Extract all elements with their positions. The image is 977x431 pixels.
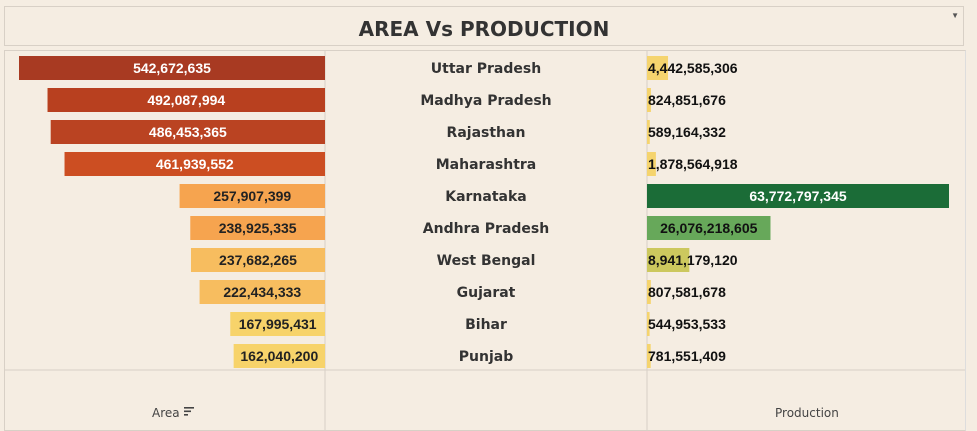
state-label: West Bengal — [437, 253, 536, 269]
area-bar[interactable] — [64, 152, 325, 176]
state-label: Rajasthan — [447, 125, 526, 141]
production-value-label: 8,941,179,120 — [648, 252, 738, 268]
production-value-label: 589,164,332 — [648, 124, 726, 140]
state-label: Madhya Pradesh — [420, 93, 551, 109]
production-bar[interactable] — [647, 120, 650, 144]
area-value-label: 222,434,333 — [223, 284, 301, 300]
area-value-label: 162,040,200 — [240, 348, 318, 364]
production-value-label: 4,442,585,306 — [648, 60, 738, 76]
area-bar[interactable] — [190, 248, 325, 272]
state-label: Andhra Pradesh — [423, 221, 549, 237]
area-value-label: 492,087,994 — [147, 92, 225, 108]
production-bar[interactable] — [647, 280, 651, 304]
production-bar[interactable] — [647, 216, 771, 240]
production-bar[interactable] — [647, 344, 651, 368]
area-value-label: 542,672,635 — [133, 60, 211, 76]
production-value-label: 807,581,678 — [648, 284, 726, 300]
area-value-label: 486,453,365 — [149, 124, 227, 140]
production-bar[interactable] — [647, 312, 650, 336]
production-axis-title[interactable]: Production — [775, 406, 839, 420]
production-value-label: 63,772,797,345 — [749, 188, 847, 204]
production-bar[interactable] — [647, 248, 690, 272]
area-bar[interactable] — [179, 184, 325, 208]
production-value-label: 26,076,218,605 — [660, 220, 758, 236]
chart-title: AREA Vs PRODUCTION — [358, 17, 610, 41]
area-bar[interactable] — [47, 88, 325, 112]
production-value-label: 824,851,676 — [648, 92, 726, 108]
area-bar[interactable] — [233, 344, 325, 368]
state-label: Uttar Pradesh — [431, 61, 541, 77]
dropdown-arrow-icon[interactable]: ▼ — [951, 11, 959, 20]
state-label: Gujarat — [457, 285, 516, 301]
production-bar[interactable] — [647, 56, 669, 80]
production-bar[interactable] — [647, 88, 651, 112]
area-bar[interactable] — [230, 312, 325, 336]
title-bar: AREA Vs PRODUCTION ▼ — [4, 6, 964, 46]
state-label: Bihar — [465, 317, 507, 333]
production-bar[interactable] — [647, 184, 949, 208]
area-bar[interactable] — [50, 120, 326, 144]
production-value-label: 544,953,533 — [648, 316, 726, 332]
area-value-label: 238,925,335 — [219, 220, 297, 236]
production-bar[interactable] — [647, 152, 656, 176]
state-label: Karnataka — [445, 189, 527, 205]
area-bar[interactable] — [190, 216, 325, 240]
state-label: Punjab — [459, 349, 513, 365]
sort-icon[interactable] — [183, 405, 195, 417]
area-value-label: 167,995,431 — [239, 316, 317, 332]
area-value-label: 461,939,552 — [156, 156, 234, 172]
area-bar[interactable] — [199, 280, 325, 304]
area-value-label: 257,907,399 — [213, 188, 291, 204]
production-value-label: 1,878,564,918 — [648, 156, 738, 172]
area-axis-title[interactable]: Area — [152, 406, 180, 420]
state-label: Maharashtra — [436, 157, 537, 173]
area-value-label: 237,682,265 — [219, 252, 297, 268]
production-value-label: 781,551,409 — [648, 348, 726, 364]
area-bar[interactable] — [19, 56, 325, 80]
